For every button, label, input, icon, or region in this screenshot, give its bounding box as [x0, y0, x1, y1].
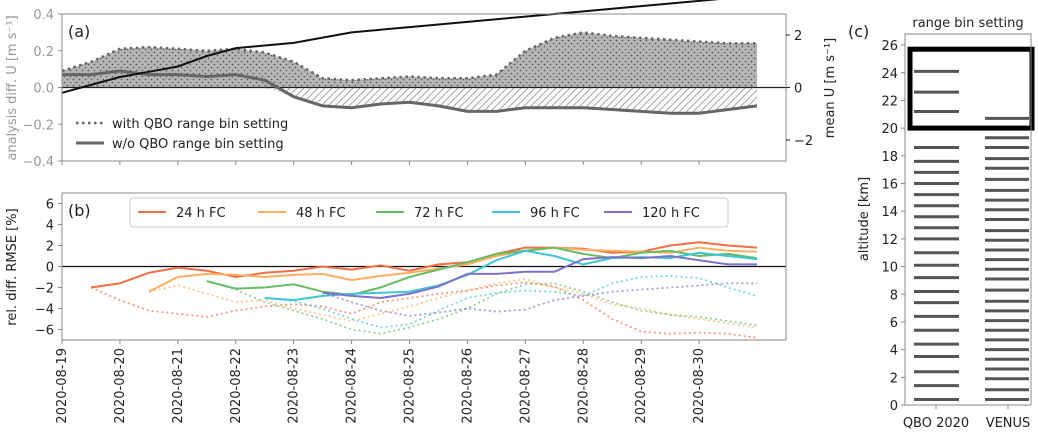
category-venus: VENUS: [986, 416, 1031, 431]
b-ytick-label: 0: [46, 261, 54, 276]
b-series-72-h-fc-dotted: [206, 280, 758, 335]
c-ytick-label: 14: [881, 205, 898, 220]
b-xtick-label: 2020-08-22: [229, 348, 244, 424]
category-qbo-2020: QBO 2020: [903, 416, 969, 431]
legend-96h: 96 h FC: [530, 206, 580, 221]
c-ytick-label: 20: [881, 122, 898, 137]
c-ytick-label: 6: [890, 316, 898, 331]
c-ytick-label: 0: [890, 399, 898, 414]
legend-with-qbo: with QBO range bin setting: [112, 117, 288, 132]
b-series-48-h-fc-dotted: [148, 278, 758, 329]
a-without-qbo-area: [62, 87, 758, 114]
b-ytick-label: 4: [46, 219, 54, 234]
legend-without-qbo: w/o QBO range bin setting: [112, 137, 284, 152]
c-highlight-box: [907, 46, 1035, 131]
b-xtick-label: 2020-08-20: [113, 348, 128, 424]
b-ytick-label: −2: [35, 282, 54, 297]
b-series-48-h-fc: [148, 246, 758, 293]
a-y2tick-label: 2: [794, 29, 802, 44]
a-lines-layer: [61, 0, 786, 115]
a-ytick-label: 0.2: [33, 45, 54, 60]
panel-c-label: (c): [848, 22, 869, 41]
legend-120h: 120 h FC: [642, 206, 700, 221]
b-xtick-label: 2020-08-21: [171, 348, 186, 424]
c-ytick-label: 26: [881, 39, 898, 54]
c-ytick-label: 8: [890, 288, 898, 303]
a-ytick-label: −0.4: [22, 155, 54, 170]
panel-a-legend: with QBO range bin setting w/o QBO range…: [76, 117, 288, 152]
panel-b-label: (b): [68, 201, 91, 220]
b-ytick-label: 6: [46, 198, 54, 213]
panel-c-frame: [904, 33, 1032, 406]
legend-48h: 48 h FC: [296, 206, 346, 221]
b-xtick-label: 2020-08-24: [345, 348, 360, 424]
c-ytick-label: 12: [881, 233, 898, 248]
legend-72h: 72 h FC: [414, 206, 464, 221]
b-ytick-label: −4: [35, 303, 54, 318]
c-ytick-label: 4: [890, 344, 898, 359]
a-with-qbo-area: [62, 32, 758, 88]
c-ytick-label: 10: [881, 261, 898, 276]
b-series-24-h-fc-dotted: [90, 281, 758, 339]
c-ytick-label: 22: [881, 94, 898, 109]
a-y2tick-label: −2: [794, 134, 813, 149]
b-series-72-h-fc: [206, 246, 758, 296]
a-ticks: 0.4 0.2 0.0 −0.2 −0.4 2 0 −2: [22, 8, 813, 170]
b-series-120-h-fc: [322, 254, 757, 300]
b-xtick-label: 2020-08-30: [692, 348, 707, 424]
c-bins-layer: [907, 46, 1035, 401]
b-ytick-label: −6: [35, 324, 54, 339]
b-xtick-label: 2020-08-26: [460, 348, 475, 424]
panel-b-legend: 24 h FC 48 h FC 72 h FC 96 h FC 120 h FC: [129, 197, 729, 228]
b-xtick-label: 2020-08-19: [55, 348, 70, 424]
a-with-qbo-line: [61, 31, 757, 82]
b-series-96-h-fc-dotted: [264, 274, 758, 329]
a-ytick-label: 0.0: [33, 82, 54, 97]
legend-box: [129, 197, 729, 228]
b-xtick-label: 2020-08-29: [634, 348, 649, 424]
c-ytick-label: 16: [881, 178, 898, 193]
panel-a-label: (a): [68, 22, 90, 41]
b-series-120-h-fc-dotted: [322, 282, 757, 317]
panel-b-ylabel: rel. diff. RMSE [%]: [5, 208, 20, 325]
c-ytick-label: 18: [881, 150, 898, 165]
a-ytick-label: 0.4: [33, 8, 54, 23]
b-xtick-label: 2020-08-25: [403, 348, 418, 424]
a-y2tick-label: 0: [794, 82, 802, 97]
panel-a-ylabel: analysis diff. U [m s⁻¹]: [5, 15, 20, 160]
panel-a: 0.4 0.2 0.0 −0.2 −0.4 2 0 −2 (a) analysis diff.…: [5, 0, 838, 170]
legend-24h: 24 h FC: [176, 206, 226, 221]
c-ytick-label: 24: [881, 67, 898, 82]
panel-c-title: range bin setting: [912, 16, 1023, 31]
b-xtick-label: 2020-08-27: [518, 348, 533, 424]
a-ytick-label: −0.2: [22, 118, 54, 133]
panel-c-ylabel: altitude [km]: [857, 177, 872, 261]
b-xtick-label: 2020-08-28: [576, 348, 591, 424]
a-without-qbo-line: [62, 69, 758, 115]
b-xtick-label: 2020-08-23: [287, 348, 302, 424]
b-ytick-label: 2: [46, 240, 54, 255]
b-lines-layer: [62, 241, 786, 339]
c-ytick-label: 2: [890, 371, 898, 386]
b-series-24-h-fc: [90, 241, 758, 289]
panel-a-y2label: mean U [m s⁻¹]: [823, 38, 838, 138]
a-mean-u-line: [61, 0, 720, 94]
